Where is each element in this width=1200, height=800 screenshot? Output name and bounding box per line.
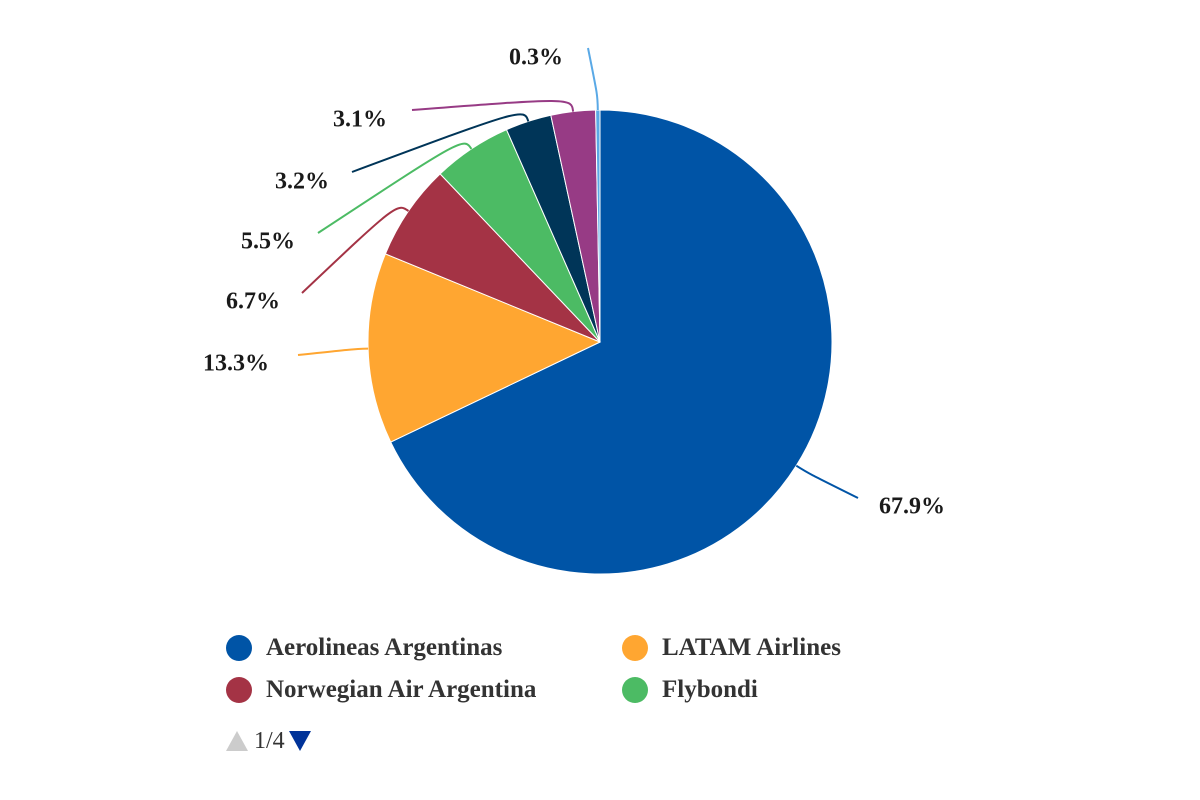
- label-connector-1: [297, 347, 369, 356]
- pie-chart: 67.9% 13.3% 6.7% 5.5% 3.2% 3.1% 0.3%: [203, 45, 945, 575]
- legend-dot: [226, 635, 252, 661]
- page-indicator: 1/4: [254, 727, 285, 754]
- slice-label-2: 6.7%: [226, 289, 280, 315]
- legend-pager: 1/4: [226, 726, 311, 756]
- legend-label: LATAM Airlines: [662, 634, 841, 661]
- legend-item-aerolineas-argentinas[interactable]: Aerolineas Argentinas: [226, 630, 502, 666]
- legend-label: Flybondi: [662, 676, 758, 703]
- slice-label-0: 67.9%: [879, 494, 945, 520]
- legend-item-latam-airlines[interactable]: LATAM Airlines: [622, 630, 841, 666]
- pie-slice-0[interactable]: [390, 109, 833, 575]
- label-connectors: [297, 47, 859, 499]
- page-up-arrow-icon[interactable]: [226, 731, 248, 751]
- page-down-arrow-icon[interactable]: [288, 731, 311, 751]
- slice-label-3: 5.5%: [241, 229, 295, 255]
- pie-slice-6[interactable]: [595, 109, 601, 343]
- slice-labels: 67.9% 13.3% 6.7% 5.5% 3.2% 3.1% 0.3%: [203, 45, 945, 520]
- legend-label: Norwegian Air Argentina: [266, 676, 537, 703]
- legend-label: Aerolineas Argentinas: [266, 634, 503, 661]
- label-connector-6: [587, 47, 599, 111]
- label-connector-0: [795, 464, 859, 499]
- slice-label-4: 3.2%: [275, 169, 329, 195]
- label-connector-2: [301, 206, 410, 294]
- legend-dot: [622, 677, 648, 703]
- legend: Aerolineas Argentinas LATAM Airlines Nor…: [226, 630, 926, 740]
- pie-slices: [367, 109, 833, 575]
- slice-label-5: 3.1%: [333, 107, 387, 133]
- legend-dot: [226, 677, 252, 703]
- label-connector-3: [317, 142, 473, 234]
- label-connector-5: [411, 99, 575, 112]
- slice-label-6: 0.3%: [509, 45, 563, 71]
- label-connector-4: [351, 113, 530, 173]
- legend-item-norwegian-air-argentina[interactable]: Norwegian Air Argentina: [226, 672, 536, 708]
- slice-label-1: 13.3%: [203, 351, 269, 377]
- legend-item-flybondi[interactable]: Flybondi: [622, 672, 758, 708]
- legend-dot: [622, 635, 648, 661]
